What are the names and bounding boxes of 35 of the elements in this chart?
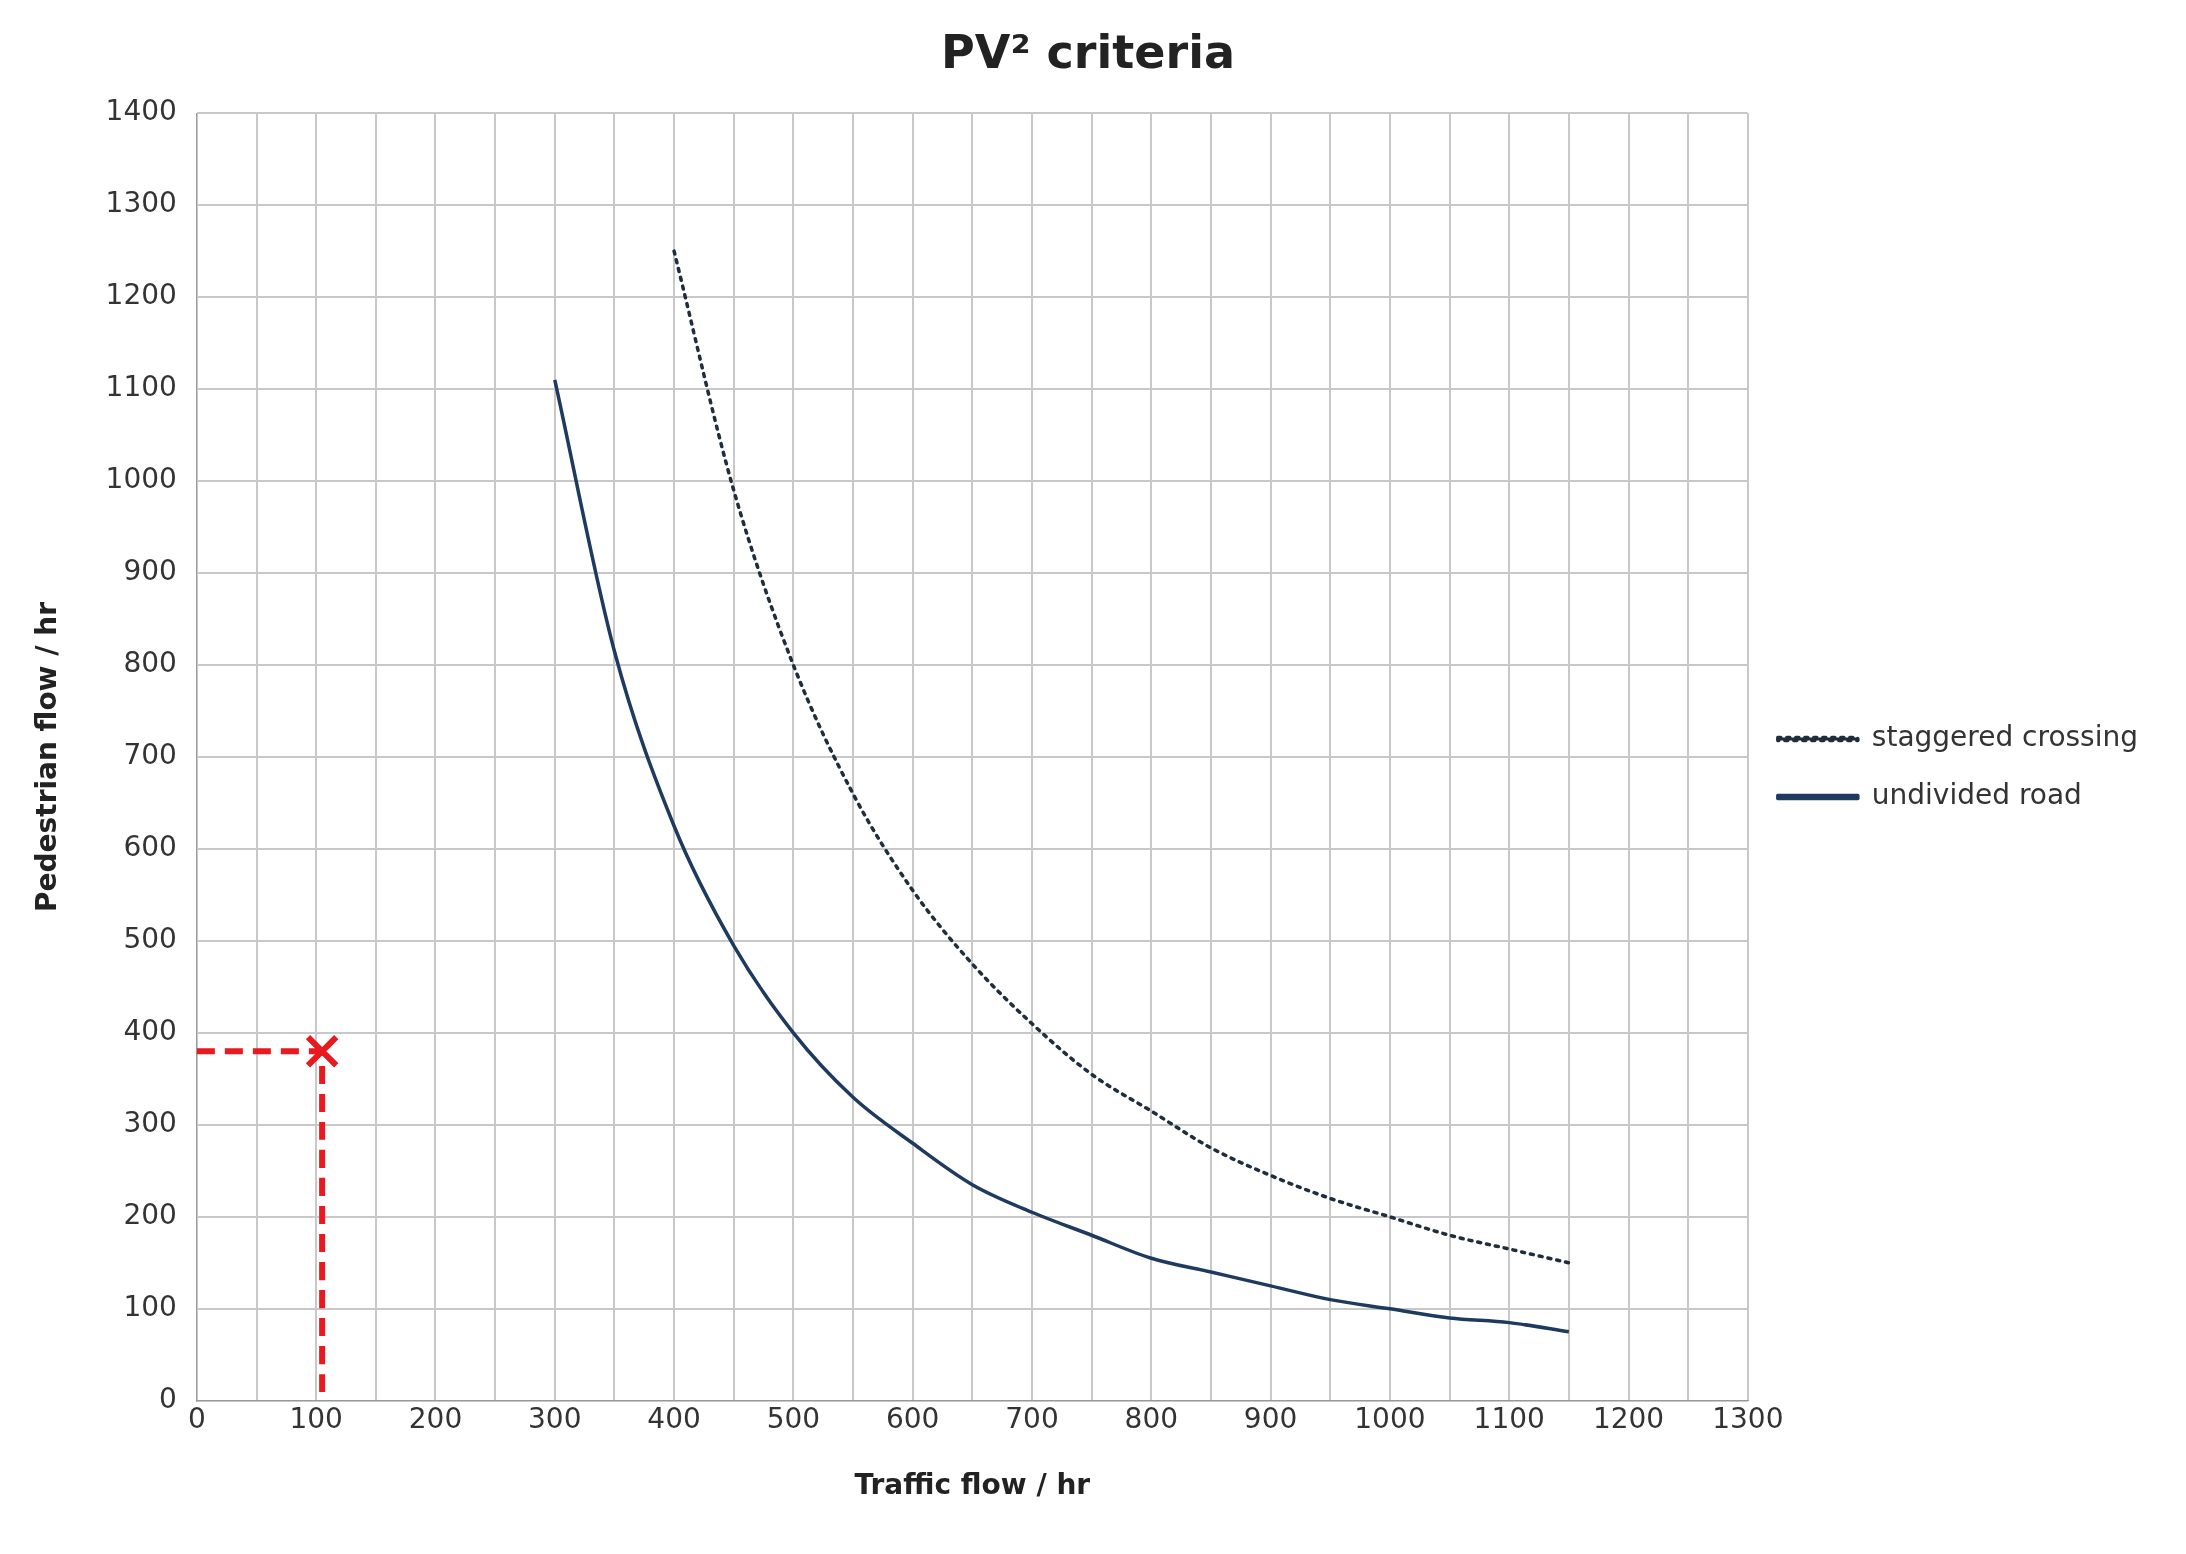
x-tick-label: 1100	[1473, 1401, 1545, 1435]
y-tick-label: 300	[123, 1106, 177, 1140]
y-tick-label: 1400	[105, 94, 177, 128]
x-tick-label: 0	[187, 1401, 206, 1435]
y-tick-label: 1000	[105, 462, 177, 496]
y-tick-label: 900	[123, 554, 177, 588]
x-tick-label: 400	[647, 1401, 701, 1435]
x-axis-title: Traffic flow / hr	[854, 1468, 1091, 1502]
x-tick-label: 200	[408, 1401, 463, 1435]
y-tick-label: 500	[123, 922, 177, 956]
x-tick-label: 500	[766, 1401, 821, 1435]
y-tick-label: 600	[123, 830, 177, 864]
y-tick-label: 400	[123, 1014, 177, 1048]
legend-label: staggered crossing	[1871, 720, 2139, 754]
y-tick-label: 1100	[105, 370, 177, 404]
y-axis-title: Pedestrian flow / hr	[30, 601, 64, 912]
line-series	[553, 378, 1571, 1334]
x-tick-label: 600	[885, 1401, 940, 1435]
x-tick-label: 100	[289, 1401, 343, 1435]
x-tick-label: 1200	[1592, 1401, 1665, 1435]
x-tick-label: 800	[1124, 1401, 1179, 1435]
y-tick-label: 800	[123, 646, 177, 680]
x-tick-label: 700	[1005, 1401, 1059, 1435]
x-tick-label: 1300	[1712, 1401, 1784, 1435]
x-tick-label: 900	[1243, 1401, 1298, 1435]
x-tick-label: 300	[528, 1401, 582, 1435]
x-tick-label: 1000	[1354, 1401, 1426, 1435]
legend-label: undivided road	[1871, 778, 2082, 812]
chart-title: PV² criteria	[941, 24, 1235, 79]
y-tick-label: 1300	[105, 186, 177, 220]
line-series	[672, 249, 1571, 1265]
y-tick-label: 700	[123, 738, 177, 772]
y-tick-label: 200	[123, 1198, 177, 1232]
y-tick-label: 1200	[105, 278, 177, 312]
y-tick-label: 100	[123, 1290, 177, 1324]
